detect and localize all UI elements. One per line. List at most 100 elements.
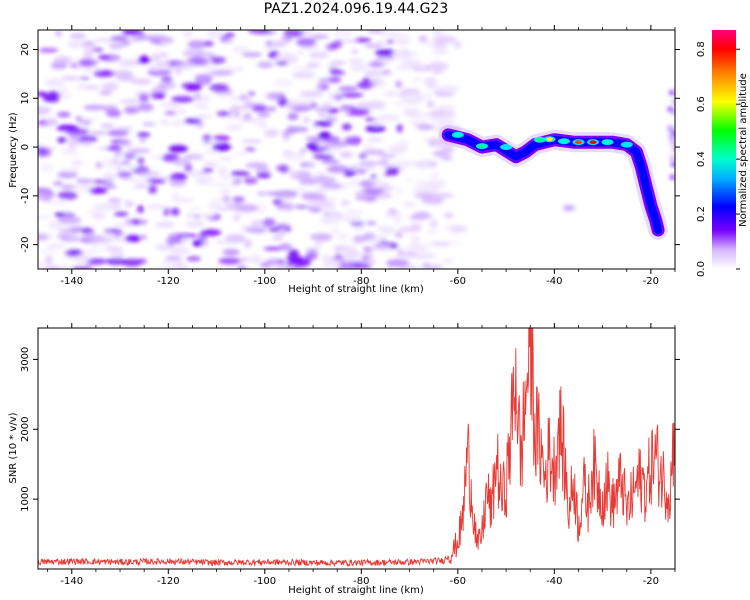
edge-signal-blob bbox=[670, 140, 675, 146]
noise-blob bbox=[137, 31, 146, 37]
noise-blob bbox=[106, 109, 122, 118]
noise-blob bbox=[169, 61, 186, 65]
noise-blob bbox=[78, 58, 99, 67]
noise-blob bbox=[311, 125, 320, 130]
noise-blob bbox=[299, 148, 307, 154]
noise-blob bbox=[103, 185, 117, 189]
noise-blob bbox=[421, 80, 441, 85]
y-tick-label: 1000 bbox=[20, 486, 31, 511]
noise-blob bbox=[252, 105, 267, 112]
noise-blob bbox=[344, 136, 355, 144]
noise-blob bbox=[163, 207, 170, 217]
noise-blob bbox=[429, 109, 448, 118]
noise-blob bbox=[173, 157, 191, 167]
noise-blob bbox=[137, 171, 161, 178]
edge-signal-blob bbox=[667, 127, 674, 133]
noise-blob bbox=[219, 175, 232, 180]
isolated-blob bbox=[562, 205, 575, 212]
noise-blob bbox=[423, 39, 435, 47]
noise-blob bbox=[234, 204, 259, 213]
noise-blob bbox=[282, 132, 290, 141]
noise-blob bbox=[230, 170, 251, 177]
noise-blob bbox=[425, 83, 438, 89]
noise-blob bbox=[245, 162, 268, 169]
noise-blob bbox=[411, 188, 427, 193]
noise-blob bbox=[93, 70, 116, 77]
noise-blob bbox=[263, 92, 282, 100]
noise-blob bbox=[430, 172, 440, 178]
noise-blob bbox=[271, 234, 284, 241]
noise-blob bbox=[428, 179, 446, 184]
noise-blob bbox=[396, 123, 403, 133]
noise-blob bbox=[60, 184, 75, 190]
noise-blob bbox=[327, 63, 336, 70]
noise-blob bbox=[352, 223, 365, 231]
noise-blob bbox=[399, 252, 419, 257]
noise-blob bbox=[327, 144, 346, 148]
noise-blob bbox=[76, 254, 91, 263]
y-tick-label: 3000 bbox=[20, 347, 31, 372]
noise-blob bbox=[421, 196, 444, 205]
noise-blob bbox=[255, 167, 270, 175]
noise-blob bbox=[413, 160, 430, 169]
noise-blob bbox=[202, 134, 212, 143]
edge-signal-blob bbox=[667, 106, 674, 112]
noise-blob bbox=[298, 177, 318, 185]
noise-blob bbox=[444, 212, 454, 219]
noise-blob bbox=[203, 40, 214, 47]
noise-blob bbox=[168, 145, 188, 153]
noise-blob bbox=[334, 254, 343, 260]
noise-blob bbox=[185, 220, 206, 229]
noise-blob bbox=[117, 61, 139, 67]
noise-blob bbox=[263, 129, 280, 138]
snr-y-label: SNR (10 * v/v) bbox=[8, 412, 19, 483]
noise-blob bbox=[106, 232, 115, 238]
noise-blob bbox=[366, 221, 377, 226]
x-tick-label: -20 bbox=[643, 576, 659, 587]
noise-blob bbox=[412, 211, 431, 220]
spectrogram-y-ticks: -20 -10 0 10 20 bbox=[20, 43, 680, 253]
noise-blob bbox=[40, 196, 52, 202]
noise-blob bbox=[437, 85, 460, 94]
noise-blob bbox=[269, 39, 287, 48]
noise-blob bbox=[175, 174, 188, 180]
noise-blob bbox=[193, 94, 212, 103]
noise-blob bbox=[200, 229, 222, 237]
noise-blob bbox=[71, 265, 93, 269]
noise-blob bbox=[140, 234, 147, 240]
noise-blob bbox=[83, 50, 94, 57]
noise-blob bbox=[187, 40, 207, 49]
noise-blob bbox=[183, 153, 204, 160]
x-tick-label: -140 bbox=[60, 576, 83, 587]
noise-blob bbox=[112, 223, 134, 227]
noise-blob bbox=[415, 243, 431, 252]
noise-blob bbox=[91, 203, 109, 212]
y-tick-label: 10 bbox=[20, 92, 31, 105]
noise-blob bbox=[378, 159, 389, 165]
noise-blob bbox=[410, 222, 422, 232]
noise-blob bbox=[395, 232, 403, 238]
noise-blob bbox=[224, 234, 246, 243]
noise-blob bbox=[436, 118, 456, 126]
noise-blob bbox=[370, 178, 380, 184]
noise-blob bbox=[55, 30, 62, 36]
noise-blob bbox=[309, 233, 333, 241]
noise-blob bbox=[391, 101, 406, 106]
signal-hotspot bbox=[589, 140, 597, 144]
noise-blob bbox=[395, 80, 403, 88]
noise-blob bbox=[355, 81, 376, 89]
noise-blob bbox=[132, 179, 151, 184]
noise-blob bbox=[137, 156, 145, 165]
noise-blob bbox=[109, 43, 124, 50]
noise-blob bbox=[391, 33, 412, 40]
spectrogram-y-label: Frequency (Hz) bbox=[8, 112, 19, 188]
noise-blob bbox=[45, 244, 67, 248]
noise-blob bbox=[58, 92, 72, 100]
noise-blob bbox=[243, 239, 252, 249]
noise-blob bbox=[83, 117, 100, 121]
noise-blob bbox=[147, 66, 162, 71]
noise-blob bbox=[56, 111, 71, 118]
noise-blob bbox=[57, 215, 81, 225]
